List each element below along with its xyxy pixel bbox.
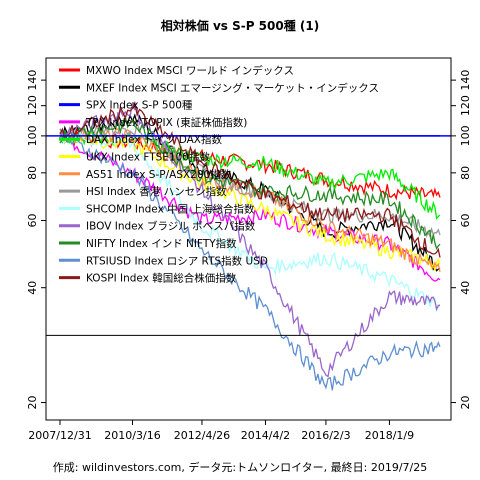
legend-label-5: DAX Index ドイツ DAX指数 (86, 133, 222, 146)
x-tick-label-2: 2010/3/16 (104, 429, 160, 442)
y-tick-label-right-20: 20 (459, 396, 472, 410)
x-tick-label-3: 2012/4/26 (174, 429, 230, 442)
legend-label-2: MXEF Index MSCI エマージング・マーケット・インデックス (86, 81, 379, 94)
y-tick-label-right-80: 80 (459, 166, 472, 180)
y-tick-label-left-140: 140 (26, 70, 39, 91)
series-line-8 (59, 120, 441, 239)
y-tick-label-left-80: 80 (26, 166, 39, 180)
x-tick-label-6: 2018/1/9 (365, 429, 414, 442)
y-tick-label-right-140: 140 (459, 70, 472, 91)
y-tick-label-right-40: 40 (459, 281, 472, 295)
plot-frame (45, 57, 452, 421)
y-tick-label-left-100: 100 (26, 125, 39, 146)
legend-label-4: TPX Index TOPIX (東証株価指数) (85, 116, 247, 129)
y-tick-label-left-40: 40 (26, 281, 39, 295)
legend-label-10: IBOV Index ブラジル ボベスパ指数 (86, 220, 256, 233)
series-line-12 (59, 128, 441, 391)
x-tick-label-1: 2007/12/31 (28, 429, 91, 442)
legend-label-11: NIFTY Index インド NIFTY指数 (86, 237, 237, 250)
legend-label-7: AS51 Index S-P/ASX200指数 (86, 168, 232, 181)
chart-footer: 作成: wildinvestors.com, データ元:トムソンロイター, 最終… (53, 460, 427, 474)
series-line-13 (59, 100, 441, 258)
axes: 20 20 40 40 60 60 80 80 100 100 120 120 140 140 2007/1… (26, 70, 472, 442)
legend-label-1: MXWO Index MSCI ワールド インデックス (86, 64, 294, 77)
y-tick-label-right-100: 100 (459, 125, 472, 146)
x-tick-label-5: 2016/2/3 (301, 429, 350, 442)
y-tick-label-right-60: 60 (459, 214, 472, 228)
reference-lines (46, 135, 451, 336)
y-tick-label-left-20: 20 (26, 396, 39, 410)
x-tick-label-4: 2014/4/2 (241, 429, 290, 442)
series-line-6 (59, 131, 441, 271)
legend-label-12: RTSIUSD Index ロシア RTS指数 USD (86, 254, 268, 267)
series-line-9 (60, 129, 441, 313)
legend-label-8: HSI Index 香港 ハンセン指数 (86, 185, 227, 198)
legend: MXWO Index MSCI ワールド インデックス MXEF Index MS… (59, 64, 379, 285)
y-tick-label-left-120: 120 (26, 95, 39, 116)
legend-label-9: SHCOMP Index 中国 上海総合指数 (86, 202, 255, 215)
chart-title: 相対株価 vs S-P 500種 (1) (161, 18, 319, 33)
legend-label-3: SPX Index S-P 500種 (86, 99, 193, 112)
series-line-10 (59, 101, 441, 378)
legend-label-6: UKX Index FTSE100指数 (86, 151, 210, 164)
legend-label-13: KOSPI Index 韓国総合株価指数 (86, 272, 237, 285)
y-tick-label-left-60: 60 (26, 214, 39, 228)
y-tick-label-right-120: 120 (459, 95, 472, 116)
